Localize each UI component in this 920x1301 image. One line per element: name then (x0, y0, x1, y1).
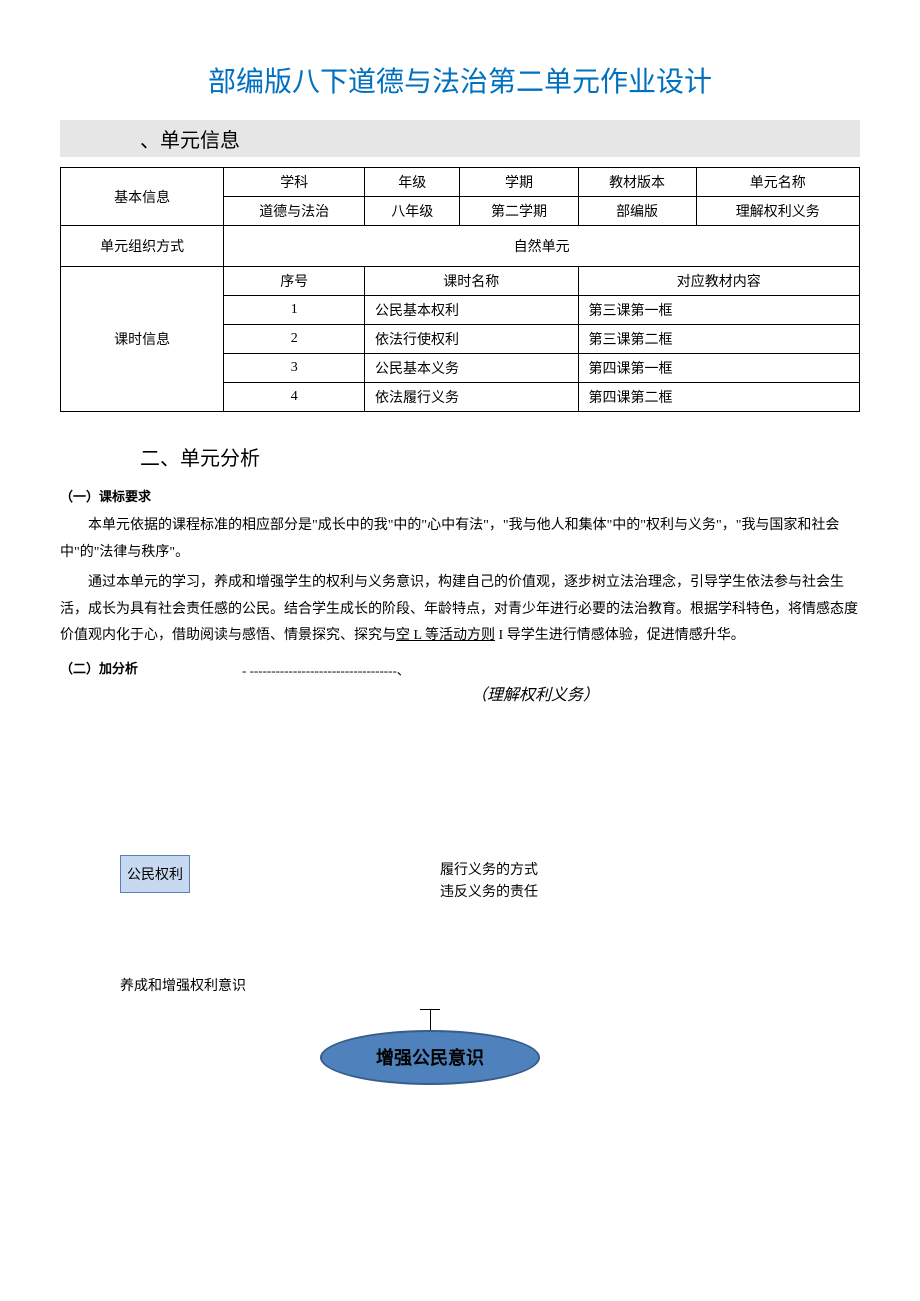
citizen-rights-box: 公民权利 (120, 855, 190, 893)
table-cell: 第三课第一框 (578, 296, 859, 325)
table-cell: 道德与法治 (224, 197, 365, 226)
table-cell: 部编版 (578, 197, 696, 226)
duty-method-text: 履行义务的方式 (440, 860, 538, 882)
table-row: 课时信息 序号 课时名称 对应教材内容 (61, 267, 860, 296)
awareness-text: 养成和增强权利意识 (120, 975, 246, 995)
paragraph-1: 本单元依据的课程标准的相应部分是"成长中的我"中的"心中有法"，"我与他人和集体… (60, 513, 860, 566)
table-row: 单元组织方式 自然单元 (61, 226, 860, 267)
table-cell: 1 (224, 296, 365, 325)
table-cell: 学期 (460, 168, 578, 197)
italic-subtitle: （理解权利义务） (210, 681, 860, 705)
table-cell: 4 (224, 383, 365, 412)
duty-responsibility-text: 违反义务的责任 (440, 882, 538, 904)
org-method-value: 自然单元 (224, 226, 860, 267)
table-cell: 理解权利义务 (696, 197, 859, 226)
table-cell: 第四课第二框 (578, 383, 859, 412)
subsection-2-heading: （二）加分析 (60, 661, 138, 676)
unit-info-table: 基本信息 学科 年级 学期 教材版本 单元名称 道德与法治 八年级 第二学期 部… (60, 167, 860, 412)
table-row: 基本信息 学科 年级 学期 教材版本 单元名称 (61, 168, 860, 197)
table-cell: 对应教材内容 (578, 267, 859, 296)
paragraph-2: 通过本单元的学习，养成和增强学生的权利与义务意识，构建自己的价值观，逐步树立法治… (60, 570, 860, 650)
document-title: 部编版八下道德与法治第二单元作业设计 (60, 60, 860, 100)
lesson-info-label: 课时信息 (61, 267, 224, 412)
connector-vertical (430, 1010, 431, 1032)
table-cell: 第二学期 (460, 197, 578, 226)
subsection-1-heading: （一）课标要求 (60, 486, 860, 505)
table-cell: 2 (224, 325, 365, 354)
org-method-label: 单元组织方式 (61, 226, 224, 267)
table-cell: 第四课第一框 (578, 354, 859, 383)
enhance-awareness-ellipse: 增强公民意识 (320, 1030, 540, 1085)
table-cell: 年级 (365, 168, 460, 197)
table-cell: 第三课第二框 (578, 325, 859, 354)
table-cell: 3 (224, 354, 365, 383)
dash-separator: - ----------------------------------、 (242, 660, 410, 679)
table-cell: 依法履行义务 (365, 383, 578, 412)
table-cell: 单元名称 (696, 168, 859, 197)
duty-text-block: 履行义务的方式 违反义务的责任 (440, 860, 538, 905)
table-cell: 学科 (224, 168, 365, 197)
section-1-header: 、单元信息 (60, 120, 860, 157)
concept-diagram: 公民权利 履行义务的方式 违反义务的责任 养成和增强权利意识 增强公民意识 (60, 765, 860, 1145)
para2-underline: 空 L 等活动方则 (396, 628, 495, 643)
para2-text-b: I 导学生进行情感体验，促进情感升华。 (495, 628, 745, 643)
table-cell: 公民基本义务 (365, 354, 578, 383)
basic-info-label: 基本信息 (61, 168, 224, 226)
table-cell: 课时名称 (365, 267, 578, 296)
table-cell: 八年级 (365, 197, 460, 226)
table-cell: 依法行使权利 (365, 325, 578, 354)
table-cell: 公民基本权利 (365, 296, 578, 325)
section-2-header: 二、单元分析 (140, 442, 860, 471)
table-cell: 教材版本 (578, 168, 696, 197)
table-cell: 序号 (224, 267, 365, 296)
